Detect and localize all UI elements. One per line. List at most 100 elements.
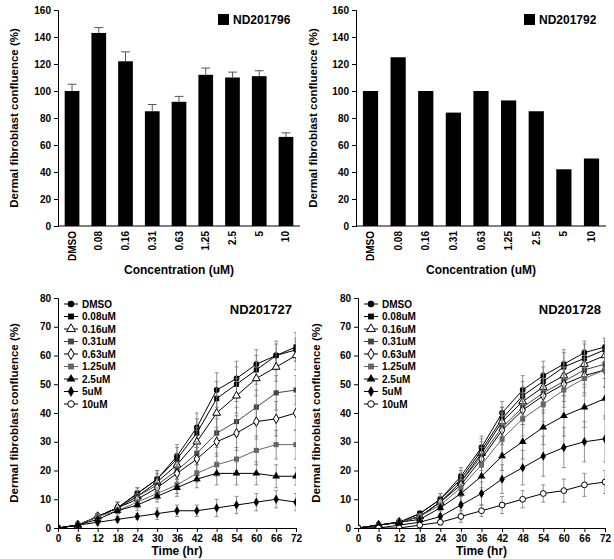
tick-mark (54, 499, 58, 500)
marker (458, 500, 463, 509)
tick-mark (482, 528, 483, 532)
marker (272, 472, 280, 479)
tick-label: 60 (340, 350, 352, 361)
legend-marker (368, 364, 374, 370)
error-bar (175, 505, 179, 517)
bar (473, 91, 488, 226)
marker (234, 456, 239, 461)
tick-mark (420, 528, 421, 532)
legend-marker (368, 401, 375, 408)
tick: 18 (415, 528, 427, 544)
marker (114, 506, 122, 513)
chart: 020406080100120140160DMSO0.080.160.310.6… (34, 5, 300, 277)
tick-mark (54, 226, 58, 227)
tick-mark (54, 471, 58, 472)
tick: 20 (40, 465, 58, 476)
tick-mark (197, 528, 198, 532)
tick-label: 48 (212, 533, 224, 544)
marker (254, 448, 259, 453)
bar (91, 33, 106, 226)
marker (436, 503, 444, 510)
bar (556, 169, 571, 226)
tick-label: 0 (345, 523, 351, 534)
legend-marker (368, 314, 374, 320)
tick-label: 42 (497, 533, 509, 544)
tick-mark (256, 528, 257, 532)
tick-label: 80 (40, 293, 52, 304)
error-bar (603, 416, 605, 462)
tick: 0 (345, 523, 358, 534)
y-axis: 01020304050607080 (40, 293, 59, 534)
series-line (358, 370, 605, 528)
series-line (58, 499, 296, 528)
x-axis-title: Concentration (uM) (426, 263, 536, 277)
tick-mark (354, 298, 358, 299)
tick-label: 36 (476, 533, 488, 544)
tick-mark (352, 145, 356, 146)
legend-label: 0.63uM (82, 349, 116, 360)
tick-label: 5 (254, 231, 265, 237)
tick-label: 0 (56, 533, 62, 544)
tick: 0 (45, 523, 58, 534)
tick-mark (354, 413, 358, 414)
legend-marker (368, 339, 374, 345)
marker (135, 512, 140, 521)
marker (293, 387, 296, 392)
tick-mark (605, 528, 606, 532)
marker (498, 452, 506, 459)
tick: 36 (476, 528, 488, 544)
tick: 140 (34, 32, 58, 43)
marker (602, 479, 605, 485)
bar (172, 102, 187, 226)
chart: 0102030405060708006121824303642485460667… (40, 293, 303, 558)
tick-mark (354, 499, 358, 500)
legend-label: 0.31uM (82, 336, 116, 347)
tick-label: 80 (340, 293, 352, 304)
tick: 1.25 (200, 226, 211, 250)
tick-label: 50 (340, 379, 352, 390)
tick: 120 (34, 59, 58, 70)
tick: 5 (254, 226, 265, 237)
tick: 60 (338, 140, 356, 151)
tick: 36 (172, 528, 184, 544)
tick-label: 40 (40, 408, 52, 419)
legend-entry: 5uM (364, 386, 402, 397)
marker (254, 497, 259, 506)
error-bar (215, 427, 219, 456)
series-line (58, 445, 296, 528)
error-bar (582, 422, 586, 462)
tick: 6 (76, 528, 82, 544)
tick: 54 (231, 528, 243, 544)
tick-label: 100 (332, 86, 349, 97)
legend-marker (68, 314, 74, 320)
tick-label: 40 (338, 167, 350, 178)
tick: 0.63 (174, 226, 185, 250)
tick-mark (54, 10, 58, 11)
legend-entry: 2.5uM (364, 374, 410, 385)
error-bar (603, 471, 605, 494)
tick: 0.08 (93, 226, 104, 250)
marker (520, 416, 525, 421)
tick-label: 120 (34, 59, 51, 70)
error-bar (418, 522, 422, 528)
legend-marker (368, 386, 374, 397)
tick-label: 1.25 (503, 231, 514, 251)
legend-entry: 0.16uM (64, 324, 116, 335)
marker (213, 469, 221, 476)
y-axis: 01020304050607080 (340, 293, 359, 534)
marker (173, 483, 181, 490)
tick-mark (352, 91, 356, 92)
tick-label: 20 (338, 194, 350, 205)
tick-label: 72 (600, 533, 612, 544)
tick-label: 40 (340, 408, 352, 419)
tick-label: 0 (45, 523, 51, 534)
tick-label: 30 (456, 533, 468, 544)
tick-mark (54, 199, 58, 200)
legend-label: 10uM (82, 399, 108, 410)
tick-mark (217, 528, 218, 532)
marker (520, 496, 526, 502)
error-bar (521, 450, 525, 485)
tick-label: 100 (34, 86, 51, 97)
tick-label: 10 (586, 231, 597, 243)
y-axis: 020406080100120140160 (34, 5, 58, 232)
